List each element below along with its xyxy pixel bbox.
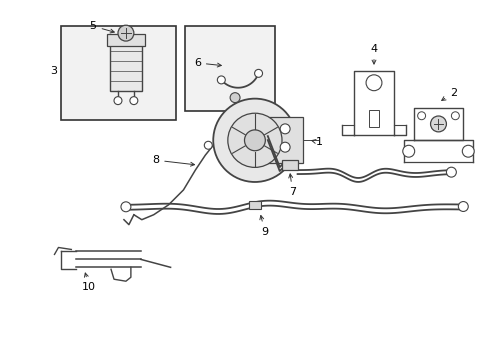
Circle shape: [280, 142, 289, 152]
Text: 3: 3: [50, 66, 57, 76]
Bar: [185, 26, 274, 111]
Text: 7: 7: [288, 174, 296, 197]
Circle shape: [114, 96, 122, 105]
Bar: [107, 34, 144, 46]
Text: 6: 6: [193, 58, 221, 68]
Circle shape: [230, 93, 240, 103]
Bar: [248, 201, 260, 209]
Text: 10: 10: [82, 273, 96, 292]
Text: 8: 8: [152, 155, 194, 166]
Circle shape: [213, 99, 296, 182]
Text: 2: 2: [441, 88, 456, 100]
Circle shape: [254, 69, 262, 77]
Circle shape: [217, 76, 225, 84]
Text: 1: 1: [311, 137, 322, 147]
Circle shape: [280, 124, 289, 134]
Circle shape: [130, 96, 138, 105]
Circle shape: [204, 141, 212, 149]
Circle shape: [429, 116, 446, 132]
Circle shape: [118, 25, 134, 41]
Circle shape: [227, 113, 282, 167]
Bar: [281, 160, 297, 170]
Text: 9: 9: [259, 216, 268, 237]
Circle shape: [402, 145, 414, 157]
Bar: [368, 109, 378, 127]
Bar: [267, 117, 302, 163]
Circle shape: [450, 112, 458, 120]
Circle shape: [366, 75, 381, 91]
Bar: [110, 41, 142, 91]
Text: 5: 5: [89, 21, 114, 33]
Text: 4: 4: [370, 44, 377, 64]
Circle shape: [457, 202, 468, 211]
Circle shape: [461, 145, 473, 157]
Circle shape: [446, 167, 455, 177]
Circle shape: [417, 112, 425, 120]
Bar: [61, 26, 175, 121]
Circle shape: [121, 202, 131, 212]
Circle shape: [244, 130, 265, 151]
